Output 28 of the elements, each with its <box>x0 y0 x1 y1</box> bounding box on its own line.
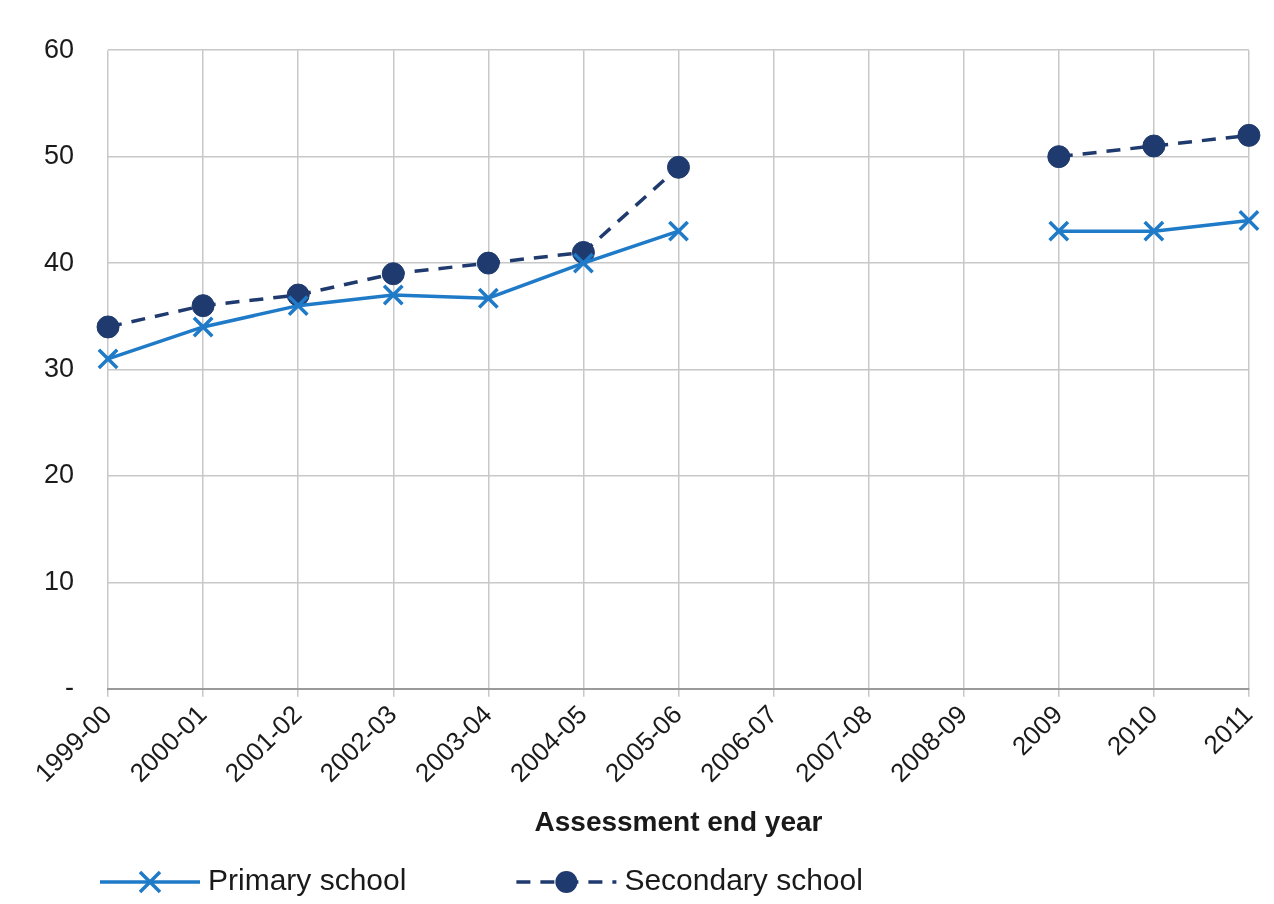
point <box>477 287 500 310</box>
point <box>476 251 500 275</box>
point <box>1142 220 1165 243</box>
point <box>1237 123 1261 147</box>
y-tick-label: 60 <box>43 33 75 64</box>
point <box>381 262 405 286</box>
point <box>1142 134 1166 158</box>
y-tick-label: 30 <box>43 352 75 383</box>
y-tick-label: 50 <box>43 140 75 171</box>
point <box>287 294 310 317</box>
y-tick-label: 20 <box>43 459 75 490</box>
y-tick-label: - <box>65 672 75 703</box>
point <box>667 220 690 243</box>
point <box>96 315 120 339</box>
point <box>1047 220 1070 243</box>
point <box>191 294 215 318</box>
point <box>192 316 215 338</box>
y-tick-label: 40 <box>43 246 75 277</box>
legend-label: Secondary school <box>624 863 863 897</box>
point <box>97 347 119 370</box>
point <box>1047 145 1071 169</box>
point <box>666 155 690 179</box>
legend-label: Primary school <box>208 863 407 897</box>
point <box>572 252 595 275</box>
y-tick-label: 10 <box>43 565 75 596</box>
point <box>382 284 405 306</box>
point <box>1238 209 1260 232</box>
x-axis-title: Assessment end year <box>534 805 823 837</box>
